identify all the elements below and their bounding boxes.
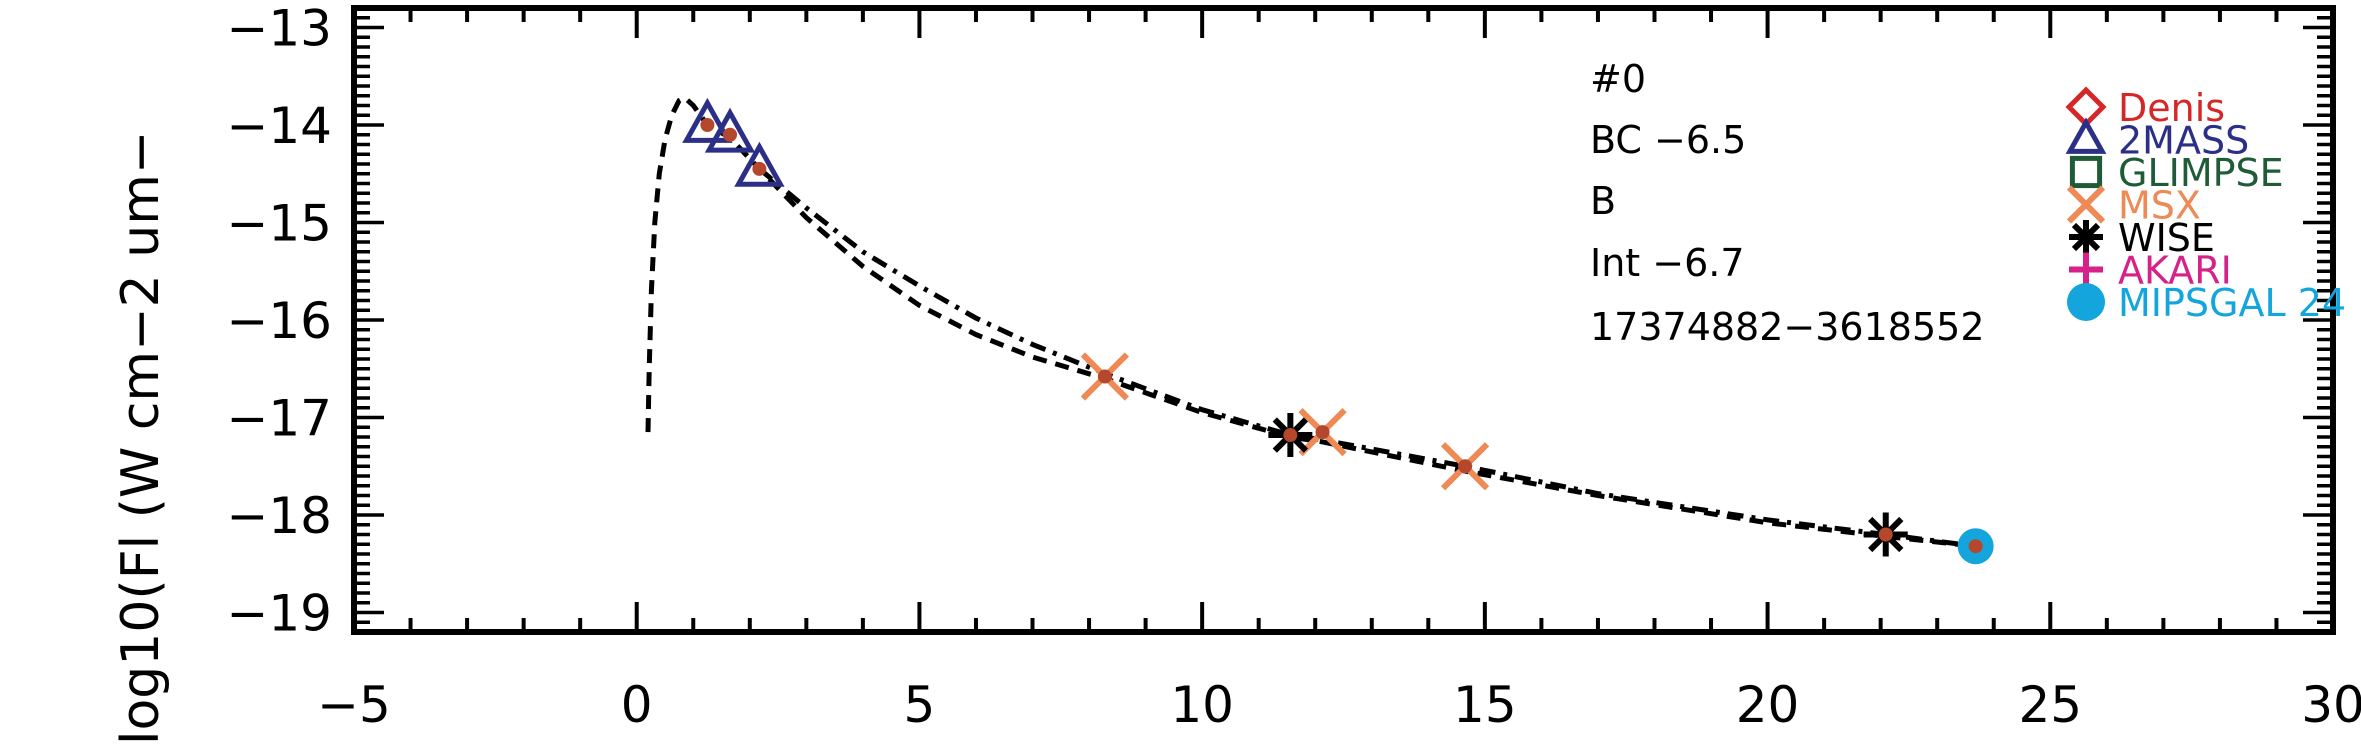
x-tick-label: 10	[1170, 676, 1234, 734]
y-tick-label: −14	[226, 97, 332, 155]
data-point-dot	[723, 127, 738, 142]
data-point-triangle	[704, 107, 756, 153]
y-axis-label: log10(Fl (W cm−2 um−	[111, 131, 171, 745]
annotation-id: #0	[1590, 57, 1646, 101]
y-tick-label: −13	[226, 0, 332, 58]
legend-item: WISE	[2069, 216, 2215, 260]
y-tick-label: −17	[226, 390, 332, 448]
legend-item: MIPSGAL 24	[2067, 281, 2346, 325]
x-axis-tick-labels: −5 0 5 10 15 20 25 30	[317, 676, 2361, 734]
x-tick-label: 20	[1736, 676, 1800, 734]
data-point-dot	[1968, 539, 1983, 554]
annotation-class: B	[1590, 179, 1616, 223]
marker-stroke	[2071, 222, 2101, 252]
data-point-dot	[700, 118, 715, 132]
legend-marker-x	[2066, 185, 2106, 224]
marker-stroke	[2066, 185, 2106, 224]
data-point-dot	[1315, 425, 1330, 440]
data-point-triangle	[682, 97, 733, 143]
data-points	[682, 97, 1994, 565]
x-axis-ticks	[352, 8, 2335, 632]
legend-label: 2MASS	[2118, 119, 2249, 163]
legend-item: AKARI	[2069, 249, 2232, 293]
plot-frame	[351, 5, 2336, 635]
y-axis-ticks	[354, 6, 2333, 634]
annotation-source-name: 17374882−3618552	[1590, 305, 1985, 349]
legend-label: WISE	[2118, 216, 2215, 260]
y-tick-label: −15	[226, 195, 332, 253]
legend-marker-plus	[2069, 252, 2103, 287]
y-tick-label: −16	[226, 292, 332, 350]
legend-item: GLIMPSE	[2069, 151, 2284, 195]
data-point-triangle	[734, 141, 785, 187]
y-axis-tick-labels: −13 −14 −15 −16 −17 −18 −19	[226, 0, 332, 643]
legend-label: GLIMPSE	[2118, 151, 2284, 195]
y-tick-label: −19	[226, 585, 332, 643]
annotation-bc: BC −6.5	[1590, 118, 1746, 162]
model-curves	[645, 94, 1976, 549]
x-tick-label: 30	[2301, 676, 2361, 734]
legend-label: MIPSGAL 24	[2118, 281, 2346, 325]
data-point-dot	[752, 161, 767, 176]
x-tick-label: 15	[1453, 676, 1517, 734]
data-point-dot	[1097, 369, 1112, 384]
x-tick-label: −5	[317, 676, 391, 734]
legend-label: AKARI	[2118, 249, 2232, 293]
x-tick-label: 0	[621, 676, 653, 734]
data-point-dot	[1458, 459, 1473, 474]
legend-label: Denis	[2118, 86, 2225, 130]
legend-item: MSX	[2066, 184, 2201, 228]
legend-label: MSX	[2118, 184, 2201, 228]
legend-marker-asterisk	[2069, 220, 2103, 254]
x-tick-label: 25	[2018, 676, 2082, 734]
model-curve-dashdot	[757, 166, 1976, 549]
legend-item: 2MASS	[2065, 117, 2249, 163]
legend-marker-triangle	[2065, 117, 2107, 154]
data-point-dot	[1878, 527, 1893, 542]
legend-marker-square	[2069, 155, 2103, 189]
data-point-dot	[1283, 428, 1298, 443]
x-tick-label: 5	[904, 676, 936, 734]
annotation-block: #0 BC −6.5 B Int −6.7 17374882−3618552	[1590, 57, 1985, 349]
legend-marker-circle	[2067, 283, 2105, 321]
y-tick-label: −18	[226, 487, 332, 545]
annotation-int: Int −6.7	[1590, 241, 1745, 285]
model-curve-dashed	[645, 94, 1976, 549]
